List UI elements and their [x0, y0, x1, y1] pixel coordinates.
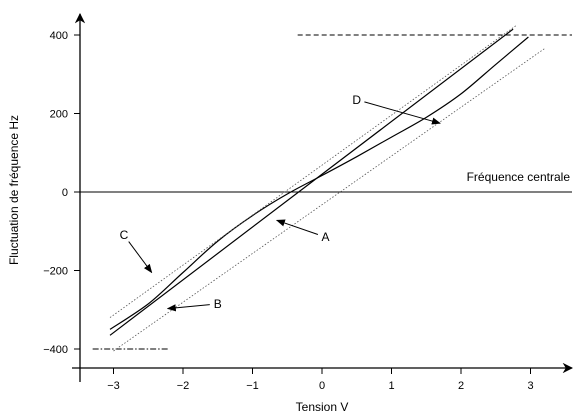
annotation-arrow — [364, 101, 441, 125]
y-tick-label: −200 — [43, 266, 68, 278]
x-tick-label: 3 — [527, 380, 533, 392]
reference-lines: Fréquence centrale — [80, 34, 572, 350]
reference-line-label: Fréquence centrale — [467, 170, 571, 184]
axes: −3 −2 −1 0 1 2 3 −400 −200 0 200 400 — [43, 12, 574, 392]
annotation-label-b: B — [214, 297, 222, 311]
annotation-arrow — [166, 304, 210, 312]
series-line-c — [109, 36, 529, 330]
x-axis-title: Tension V — [296, 400, 349, 414]
annotation-label-a: A — [321, 230, 329, 244]
x-ticks: −3 −2 −1 0 1 2 3 — [107, 368, 534, 392]
y-ticks: −400 −200 0 200 400 — [43, 30, 80, 356]
annotations: A B C D — [120, 93, 441, 312]
series-line-a — [109, 28, 514, 336]
x-tick-label: −1 — [246, 380, 259, 392]
series-line-b — [113, 48, 545, 352]
x-tick-label: −3 — [107, 380, 120, 392]
annotation-label-d: D — [352, 93, 361, 107]
annotation-arrow — [128, 241, 153, 274]
x-tick-label: −2 — [177, 380, 190, 392]
x-tick-label: 2 — [458, 380, 464, 392]
y-tick-label: −400 — [43, 344, 68, 356]
annotation-arrow — [275, 219, 319, 235]
series-line-d — [109, 24, 517, 318]
series-layer — [109, 24, 545, 352]
annotation-label-c: C — [120, 228, 129, 242]
y-tick-label: 400 — [50, 30, 68, 42]
y-tick-label: 200 — [50, 109, 68, 121]
y-tick-label: 0 — [62, 187, 68, 199]
x-tick-label: 0 — [319, 380, 325, 392]
x-tick-label: 1 — [388, 380, 394, 392]
y-axis-title: Fluctuation de fréquence Hz — [7, 115, 21, 265]
